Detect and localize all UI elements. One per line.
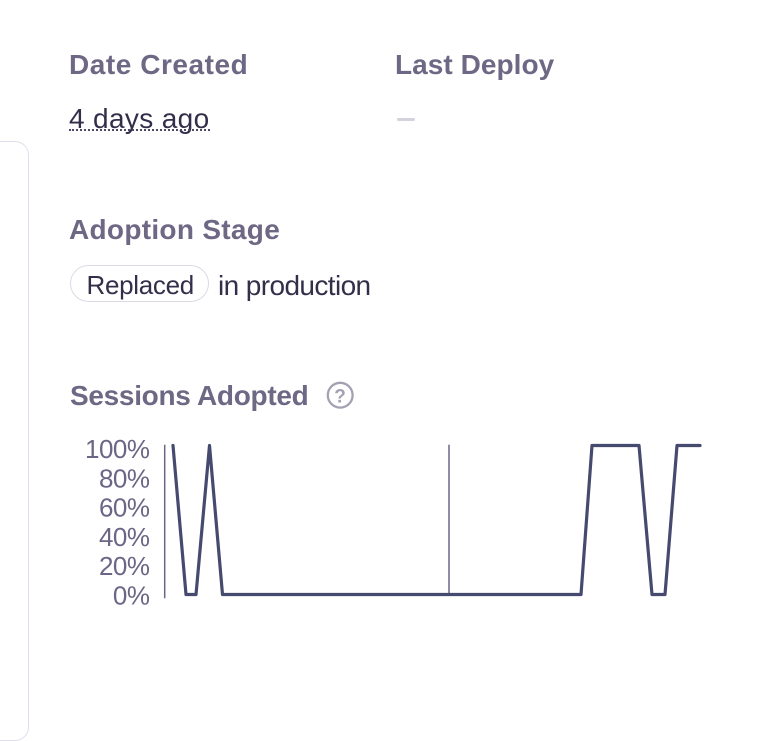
svg-text:80%: 80% bbox=[99, 463, 150, 493]
svg-text:?: ? bbox=[334, 386, 346, 407]
svg-text:100%: 100% bbox=[85, 434, 150, 464]
svg-text:60%: 60% bbox=[99, 493, 150, 523]
svg-text:0%: 0% bbox=[113, 580, 150, 610]
svg-text:40%: 40% bbox=[99, 522, 150, 552]
svg-text:20%: 20% bbox=[99, 551, 150, 581]
